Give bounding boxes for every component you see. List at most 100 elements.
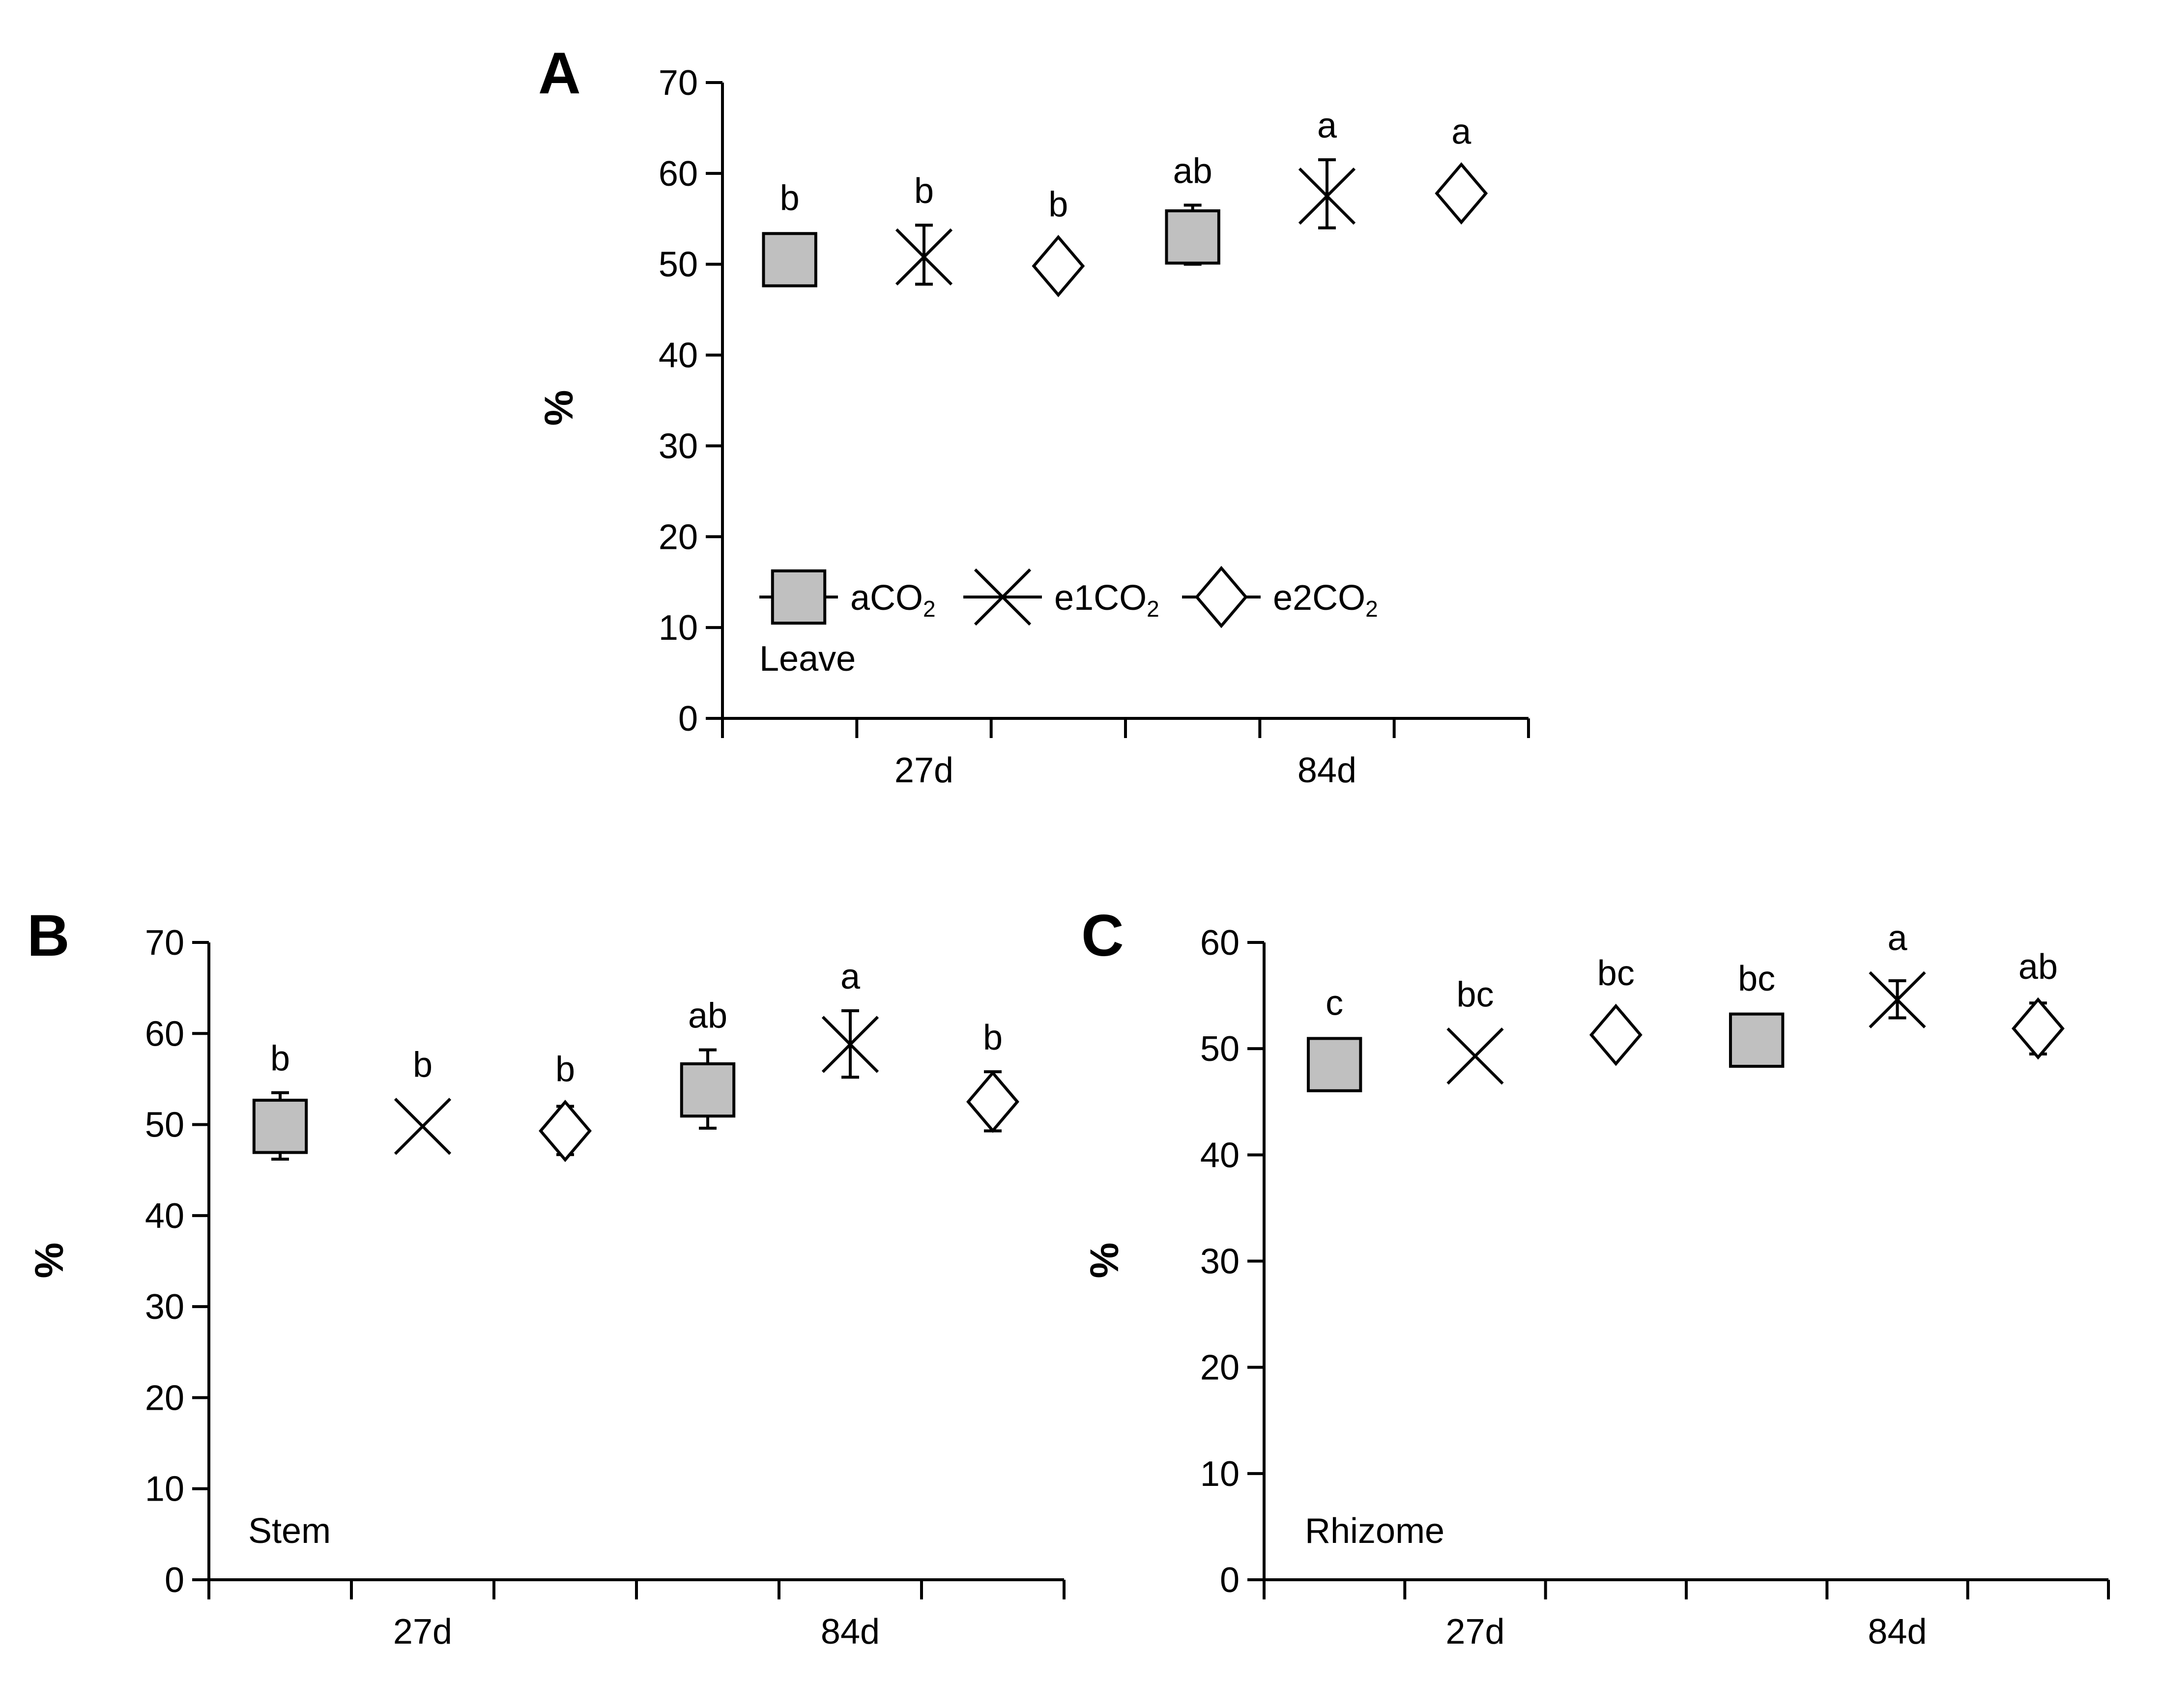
panel-b-point-x [394,1098,452,1155]
panel-a-letter: A [538,40,581,106]
panel-c-point-x [1446,1027,1504,1085]
panel-b-significance-label: a [840,957,861,996]
panel-b-point-diamond [539,1100,592,1162]
panel-c-ytick-label: 0 [1220,1561,1240,1600]
panel-c-ytick-label: 30 [1200,1242,1240,1281]
panel-c: C % 0 10 20 30 40 50 60 27d 84d c bc bc a bc ab Rhiz… [1081,903,2110,1651]
panel-a-significance-label: ab [1173,152,1212,191]
legend-marker-square [771,569,827,625]
panel-b-axes [207,942,1064,1585]
panel-b-letter: B [27,903,70,968]
panel-a-significance-label: a [1451,113,1471,152]
panel-a-subtitle: Leave [759,639,856,679]
panel-c-significance-label: bc [1456,975,1494,1014]
panel-a-yticks: 0 10 20 30 40 50 60 70 [659,63,722,739]
panel-c-point-diamond [1589,1003,1643,1066]
panel-b-ytick-label: 60 [145,1014,184,1053]
panel-b-category-label: 27d [393,1612,452,1651]
panel-a-significance-label: b [1048,185,1068,224]
panel-c-ytick-label: 60 [1200,923,1240,963]
panel-b-significance-label: b [983,1018,1003,1057]
panel-c-ytick-label: 10 [1200,1454,1240,1494]
panel-a-ylabel: % [537,390,581,426]
panel-c-point-diamond [2011,997,2065,1060]
panel-a-point-x [1298,167,1356,225]
panel-c-point-x [1869,971,1926,1028]
panel-b-category-label: 84d [821,1612,880,1651]
legend-marker-x [974,568,1032,626]
panel-a-ytick-label: 0 [678,699,698,739]
panel-a-significance-label: a [1317,106,1337,145]
panel-b-ytick-label: 30 [145,1287,184,1327]
panel-c-ytick-label: 20 [1200,1348,1240,1388]
legend-label: aCO2 [850,578,936,622]
panel-c-category-label: 27d [1445,1612,1504,1651]
panel-c-significance-label: bc [1738,959,1775,998]
panel-b-significance-label: b [555,1050,575,1089]
panel-c-ytick-label: 40 [1200,1136,1240,1175]
panel-b-subtitle: Stem [248,1511,331,1551]
panel-c-axes [1263,942,2108,1585]
legend-marker-diamond [1195,566,1248,628]
panel-a-xticks: 27d 84d [721,718,1530,790]
legend-label: e2CO2 [1273,578,1378,622]
panel-a-ytick-label: 60 [659,154,698,194]
panel-b-significance-label: b [413,1045,433,1084]
panel-b-yticks: 0 10 20 30 40 50 60 70 [145,923,209,1600]
panel-a-point-square [1165,209,1220,265]
panel-c-point-square [1306,1037,1362,1092]
panel-a-ytick-label: 70 [659,63,698,103]
panel-a-ytick-label: 20 [659,517,698,557]
panel-a-significance-label: b [780,178,800,218]
panel-b-significance-label: ab [688,996,727,1036]
panel-a-category-label: 84d [1298,751,1356,790]
panel-a-legend: aCO2 e1CO2 e2CO2 [759,566,1378,628]
panel-b-ytick-label: 20 [145,1378,184,1418]
panel-b-point-x [821,1016,879,1073]
panel-b-point-square [252,1099,308,1154]
panel-a-category-label: 27d [894,751,953,790]
panel-c-ylabel: % [1082,1243,1127,1279]
panel-a-ytick-label: 50 [659,245,698,285]
panel-a-point-square [762,232,817,287]
legend-entry-square: aCO2 [759,569,936,625]
legend-label: e1CO2 [1054,578,1159,622]
panel-c-marks: c bc bc a bc ab [1306,919,2065,1092]
panel-b-significance-label: b [270,1039,290,1079]
panel-a-ytick-label: 10 [659,608,698,648]
panel-c-significance-label: a [1887,919,1907,958]
panel-b-ylabel: % [27,1243,72,1279]
panel-a-point-diamond [1032,234,1085,297]
panel-c-yticks: 0 10 20 30 40 50 60 [1200,923,1264,1600]
panel-c-point-square [1729,1012,1785,1068]
panel-b-ytick-label: 70 [145,923,184,963]
panel-a-point-x [895,228,953,286]
panel-b-point-diamond [966,1070,1019,1133]
panel-c-category-label: 84d [1868,1612,1927,1651]
legend-entry-x: e1CO2 [963,568,1159,626]
panel-a-errorbar [915,224,933,286]
panel-c-subtitle: Rhizome [1305,1511,1444,1551]
panel-c-ytick-label: 50 [1200,1029,1240,1069]
panel-a-ytick-label: 40 [659,336,698,375]
panel-a-significance-label: b [914,171,934,211]
panel-c-significance-label: ab [2019,947,2058,987]
panel-b-ytick-label: 40 [145,1196,184,1236]
panel-b-ytick-label: 10 [145,1470,184,1509]
panel-a-axes [721,83,1529,723]
panel-b-xticks: 27d 84d [207,1580,1066,1651]
panel-c-xticks: 27d 84d [1263,1580,2110,1651]
panel-b-ytick-label: 50 [145,1106,184,1145]
legend-entry-diamond: e2CO2 [1182,566,1378,628]
panel-c-significance-label: c [1326,984,1343,1023]
panel-b-point-square [680,1062,736,1118]
panel-a-point-diamond [1435,162,1488,225]
panel-b-ytick-label: 0 [165,1561,184,1600]
panel-a-errorbar [1318,158,1336,229]
panel-c-letter: C [1081,903,1124,968]
